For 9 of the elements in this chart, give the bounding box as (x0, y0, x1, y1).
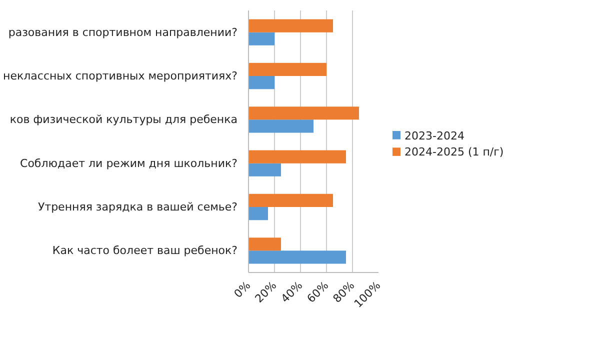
y-tick-label: Как часто болеет ваш ребенок? (52, 244, 238, 258)
legend-label: 2023-2024 (404, 130, 464, 143)
y-tick-label: Соблюдает ли режим дня школьник? (20, 156, 238, 170)
y-tick-label: неклассных спортивных мероприятиях? (3, 70, 238, 82)
y-tick-label: разования в спортивном направлении? (8, 26, 238, 39)
y-tick-label: Утренняя зарядка в вашей семье? (38, 200, 238, 214)
x-tick-label: 0% (232, 278, 254, 300)
y-tick-label: ков физической культуры для ребенка (10, 113, 238, 126)
legend-label: 2024-2025 (1 п/г) (404, 145, 504, 158)
